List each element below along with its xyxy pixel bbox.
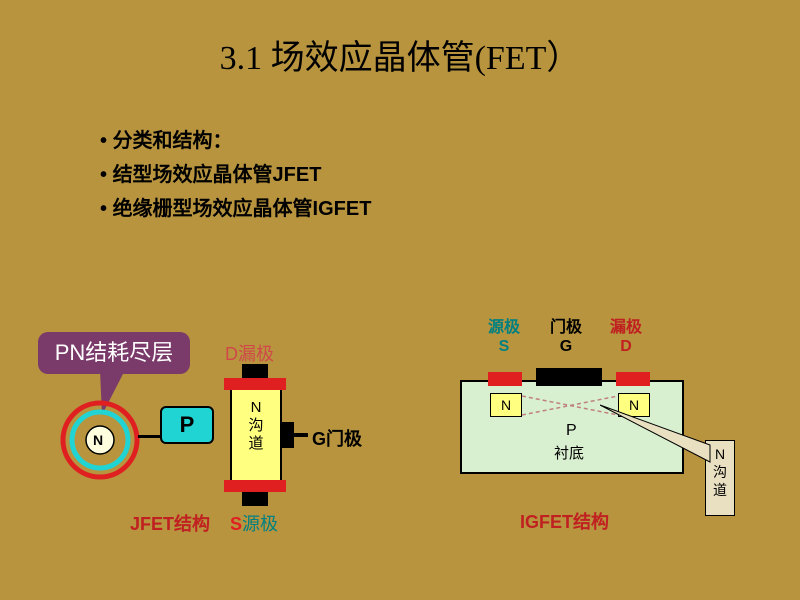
bullet-2: 结型场效应晶体管JFET [100,158,800,192]
jfet-gate-stub-line [294,433,308,437]
jfet-gate-label: G门极 [312,425,362,451]
bullet-1: 分类和结构： [100,124,800,158]
jfet-drain-label: D漏极 [225,340,274,366]
jfet-source-label: S源极 [230,510,278,536]
igfet-diagram: 源极S 门极G 漏极D N N P 衬底 N 沟 道 IGF [450,310,790,580]
jfet-top-gate-bar [224,378,286,390]
jfet-bottom-cap [242,492,268,506]
jfet-caption: JFET结构 [130,510,210,536]
jfet-gate-stub [282,422,294,448]
jfet-n-center-label: N [93,432,103,448]
diagrams-area: PN结耗尽层 N P N 沟 道 D漏极 G门极 S源极 [0,310,800,600]
igfet-caption: IGFET结构 [520,508,609,534]
bullet-list: 分类和结构： 结型场效应晶体管JFET 绝缘栅型场效应晶体管IGFET [100,124,800,226]
jfet-connector [138,435,162,438]
igfet-gate-top: 门极G [550,318,582,356]
jfet-top-cap [242,364,268,378]
igfet-drain-top: 漏极D [610,318,642,356]
pn-callout: PN结耗尽层 [38,332,190,374]
igfet-source-top: 源极S [488,318,520,356]
jfet-p-box: P [160,406,214,444]
jfet-channel: N 沟 道 [230,385,282,491]
jfet-diagram: PN结耗尽层 N P N 沟 道 D漏极 G门极 S源极 [20,310,400,580]
bullet-3: 绝缘栅型场效应晶体管IGFET [100,192,800,226]
jfet-bottom-gate-bar [224,480,286,492]
igfet-callout-pointer [600,400,720,480]
page-title: 3.1 场效应晶体管(FET） [0,0,800,79]
